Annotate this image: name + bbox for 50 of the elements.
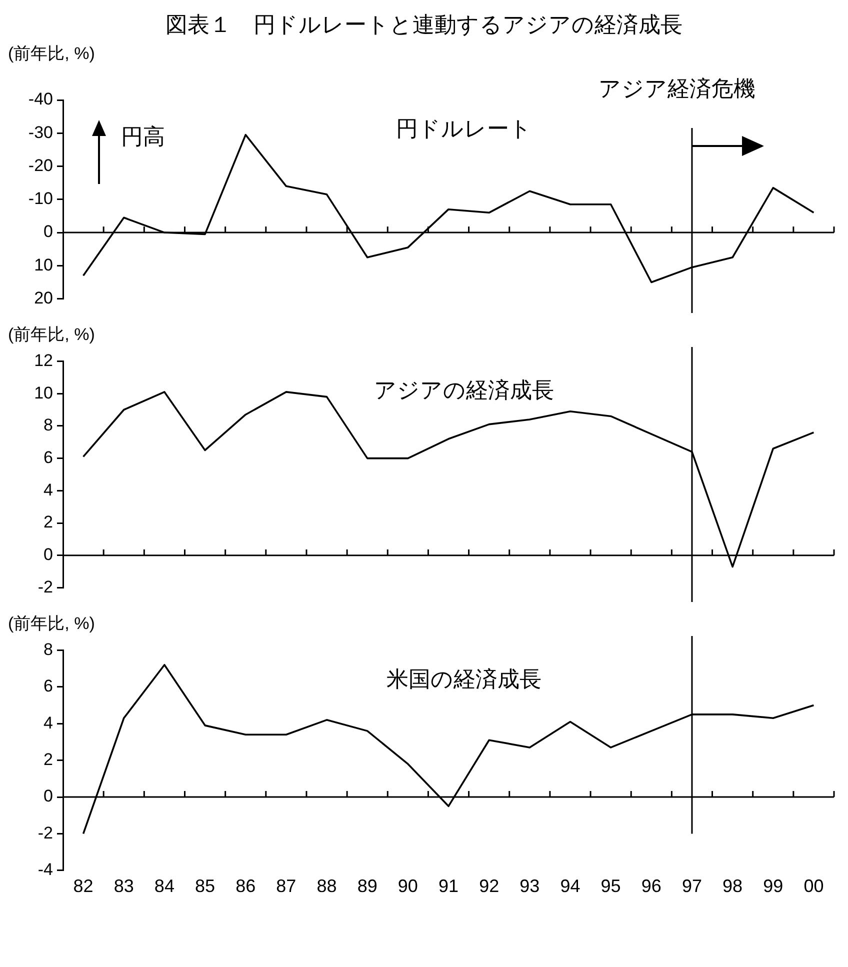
y-tick-label: -2 (38, 823, 53, 842)
chart-title: 図表１ 円ドルレートと連動するアジアの経済成長 (164, 11, 684, 39)
x-tick-label: 83 (114, 876, 134, 896)
y-tick-label: 0 (44, 222, 53, 242)
y-tick-label: 8 (44, 416, 53, 435)
ref-line-label: アジア経済危機 (598, 76, 756, 102)
y-tick-label: 0 (44, 786, 53, 806)
y-tick-label: 10 (34, 255, 53, 274)
x-tick-label: 95 (600, 876, 621, 896)
x-tick-label: 88 (316, 876, 337, 896)
y-axis-title: (前年比, %) (8, 324, 96, 346)
x-tick-label: 82 (73, 876, 94, 896)
y-tick-label: -10 (28, 189, 53, 208)
y-tick-label: 4 (44, 713, 53, 732)
y-tick-label: -2 (38, 577, 53, 596)
y-tick-label: 2 (44, 750, 53, 769)
x-tick-label: 93 (520, 876, 540, 896)
y-tick-label: -30 (28, 122, 53, 142)
y-tick-label: 12 (34, 350, 53, 370)
x-tick-label: 90 (398, 876, 418, 896)
y-tick-label: -20 (28, 156, 53, 175)
x-tick-label: 99 (763, 876, 784, 896)
x-tick-label: 97 (682, 876, 702, 896)
y-tick-label: 10 (34, 383, 53, 402)
y-tick-label: -4 (38, 860, 53, 880)
y-tick-label: 6 (44, 448, 53, 467)
y-tick-label: 0 (44, 545, 53, 564)
x-tick-label: 85 (195, 876, 216, 896)
x-tick-label: 98 (722, 876, 743, 896)
y-tick-label: 8 (44, 640, 53, 659)
x-tick-label: 96 (641, 876, 662, 896)
series-label: 米国の経済成長 (386, 666, 542, 692)
y-axis-title: (前年比, %) (8, 43, 96, 65)
x-tick-label: 87 (276, 876, 296, 896)
y-axis-title: (前年比, %) (8, 613, 96, 635)
text: 円ドルレート (396, 116, 532, 142)
x-tick-label: 91 (438, 876, 459, 896)
annotation: 円高 (121, 124, 165, 150)
x-tick-label: 86 (236, 876, 256, 896)
y-tick-label: -40 (28, 90, 53, 109)
series-label: アジアの経済成長 (374, 377, 554, 402)
y-tick-label: 4 (44, 480, 53, 500)
x-tick-label: 84 (154, 876, 174, 896)
x-tick-label: 94 (560, 876, 580, 896)
y-tick-label: 6 (44, 676, 53, 696)
y-tick-label: 2 (44, 512, 53, 532)
x-tick-label: 92 (479, 876, 500, 896)
x-tick-label: 89 (357, 876, 378, 896)
x-tick-label: 00 (804, 876, 824, 896)
y-tick-label: 20 (34, 288, 53, 308)
